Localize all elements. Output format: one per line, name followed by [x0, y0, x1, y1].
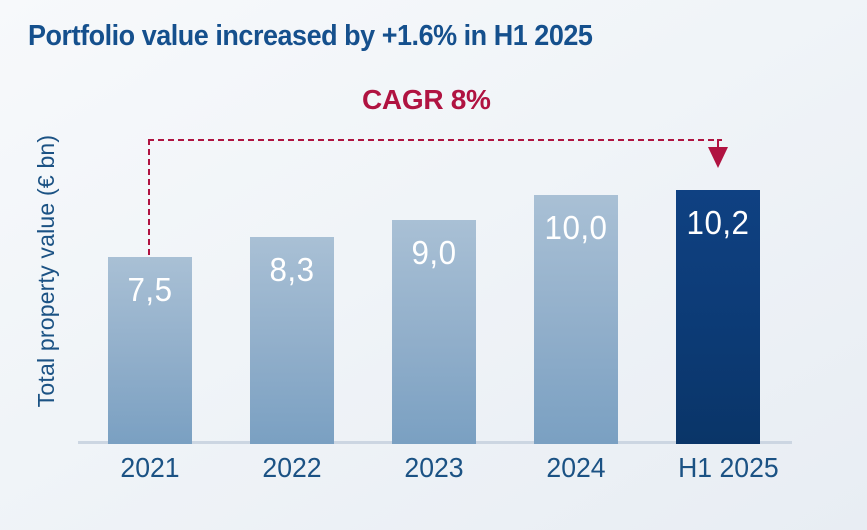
bar-column-2023: 9,0 [392, 220, 476, 444]
bar-2021: 7,5 [108, 257, 192, 444]
bar-value-label-2022: 8,3 [269, 251, 315, 288]
bar-column-h1-2025: 10,2 [676, 190, 760, 444]
bar-value-label-2021: 7,5 [127, 271, 173, 308]
chart-title: Portfolio value increased by +1.6% in H1… [28, 20, 593, 52]
cagr-annotation-label: CAGR 8% [362, 84, 491, 115]
bar-column-2022: 8,3 [250, 237, 334, 444]
x-axis-tick-label-2023: 2023 [404, 452, 464, 483]
bar-2022: 8,3 [250, 237, 334, 444]
x-axis-tick-label-h1-2025: H1 2025 [678, 452, 779, 483]
cagr-arrow-stem [717, 139, 719, 147]
bar-value-label-2023: 9,0 [411, 234, 457, 271]
bar-h1-2025: 10,2 [676, 190, 760, 444]
bar-2023: 9,0 [392, 220, 476, 444]
x-axis-tick-label-2021: 2021 [120, 452, 180, 483]
bar-column-2024: 10,0 [534, 195, 618, 444]
bar-column-2021: 7,5 [108, 257, 192, 444]
bar-value-label-2024: 10,0 [544, 209, 608, 246]
cagr-dashed-line-vertical [148, 139, 150, 255]
cagr-dashed-line-horizontal [148, 139, 722, 141]
x-axis-tick-label-2022: 2022 [262, 452, 322, 483]
bar-value-label-h1-2025: 10,2 [686, 204, 750, 241]
arrow-down-icon [708, 147, 728, 168]
bar-2024: 10,0 [534, 195, 618, 444]
y-axis-label: Total property value (€ bn) [33, 134, 59, 408]
x-axis-tick-label-2024: 2024 [546, 452, 606, 483]
